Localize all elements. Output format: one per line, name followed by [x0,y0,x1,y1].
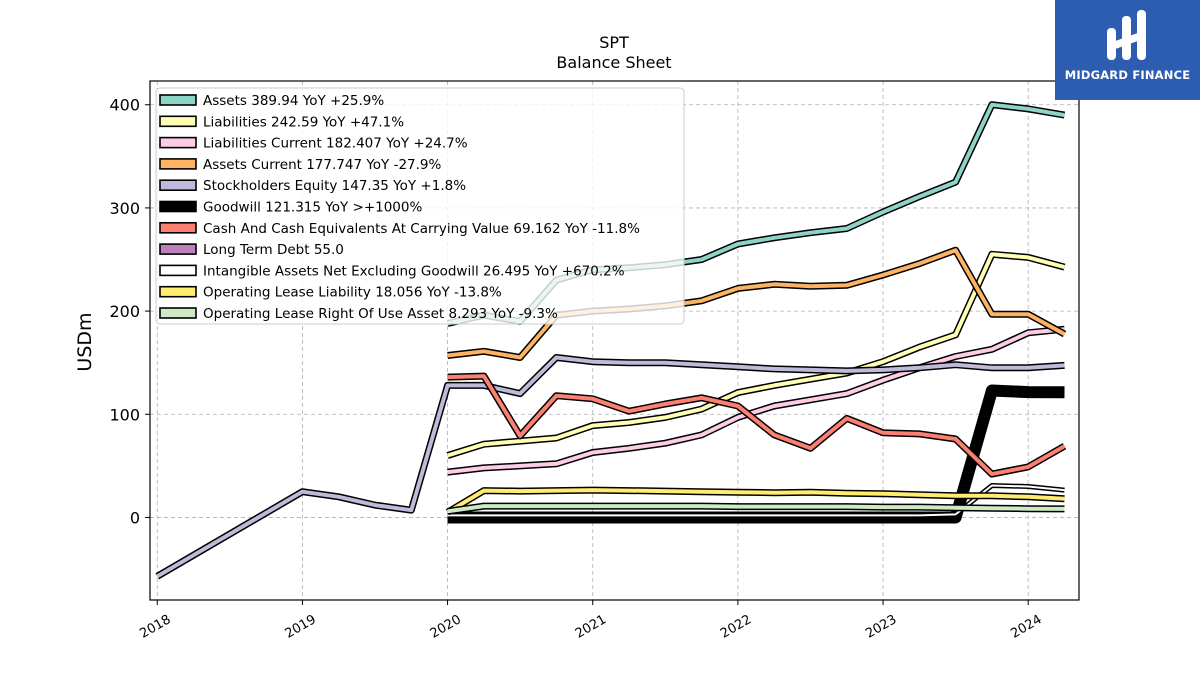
x-tick-label: 2020 [428,612,464,642]
x-tick-label: 2024 [1008,612,1044,642]
series-line [446,488,1065,515]
chart-title: SPT [599,33,629,52]
legend-swatch [159,94,197,106]
legend-label: Assets Current 177.747 YoY -27.9% [203,157,442,173]
legend-label: Stockholders Equity 147.35 YoY +1.8% [203,178,466,194]
legend-swatch [159,179,197,191]
x-tick-label: 2021 [573,612,609,642]
legend-label: Intangible Assets Net Excluding Goodwill… [203,263,625,279]
series-line-outline [155,354,1065,580]
series-operating-lease-liability [445,486,1065,516]
legend-entry: Operating Lease Right Of Use Asset 8.293… [159,306,558,322]
legend-entry: Liabilities 242.59 YoY +47.1% [159,114,404,130]
logo-text: MIDGARD FINANCE [1064,68,1191,82]
legend-entry: Operating Lease Liability 18.056 YoY -13… [159,285,502,301]
series-line [447,327,1065,475]
series-liabilities [446,250,1066,459]
legend-label: Liabilities Current 182.407 YoY +24.7% [203,136,468,152]
legend-box [155,87,685,325]
y-tick-label: 400 [109,96,140,115]
legend-swatch [159,136,197,149]
series-line [156,355,1065,579]
brand-logo: MIDGARD FINANCE [1055,0,1200,100]
chart-subtitle: Balance Sheet [556,53,671,72]
series-line [447,504,1065,514]
legend-swatch [159,285,197,298]
series-cash-and-cash-equivalents-at-carrying-value [447,372,1067,478]
legend-label: Assets 389.94 YoY +25.9% [203,93,384,109]
legend-entry: Goodwill 121.315 YoY >+1000% [159,200,422,216]
series-stockholders-equity [155,354,1065,580]
legend-label: Goodwill 121.315 YoY >+1000% [203,200,422,216]
legend-label: Long Term Debt 55.0 [203,242,344,258]
legend-label: Operating Lease Liability 18.056 YoY -13… [203,285,502,301]
x-tick-label: 2023 [863,612,899,642]
legend-swatch [159,243,197,255]
y-axis-label: USDm [74,312,96,371]
y-tick-label: 200 [109,302,140,321]
legend-entry: Assets 389.94 YoY +25.9% [159,93,384,109]
x-tick-label: 2019 [283,612,319,642]
legend-label: Operating Lease Right Of Use Asset 8.293… [203,306,558,322]
legend-label: Cash And Cash Equivalents At Carrying Va… [203,221,640,237]
legend-entry: Liabilities Current 182.407 YoY +24.7% [159,136,468,152]
x-tick-label: 2018 [137,612,173,642]
legend-entry: Stockholders Equity 147.35 YoY +1.8% [159,178,466,194]
legend-label: Liabilities 242.59 YoY +47.1% [203,114,404,130]
legend-entry: Intangible Assets Net Excluding Goodwill… [159,263,625,279]
legend-entry: Assets Current 177.747 YoY -27.9% [159,157,442,173]
series-line [447,374,1066,477]
series-operating-lease-right-of-use-asset [447,502,1065,515]
y-tick-label: 300 [109,199,140,218]
legend-swatch [159,307,197,319]
series-line [447,252,1066,458]
series-lines [155,101,1067,580]
y-tick-label: 0 [130,508,140,527]
plot-frame [149,80,1080,601]
legend-swatch [159,115,197,128]
legend: Assets 389.94 YoY +25.9% Liabilities 242.… [155,87,685,325]
legend-swatch [159,158,197,170]
x-tick-label: 2022 [718,612,754,642]
y-tick-label: 100 [109,405,140,424]
legend-swatch [159,200,197,213]
legend-swatch [159,222,197,234]
legend-swatch [159,264,197,277]
legend-entry: Long Term Debt 55.0 [159,242,344,258]
legend-entry: Cash And Cash Equivalents At Carrying Va… [159,221,640,237]
series-liabilities-current [447,325,1065,476]
logo-mark-icon [1107,10,1146,60]
